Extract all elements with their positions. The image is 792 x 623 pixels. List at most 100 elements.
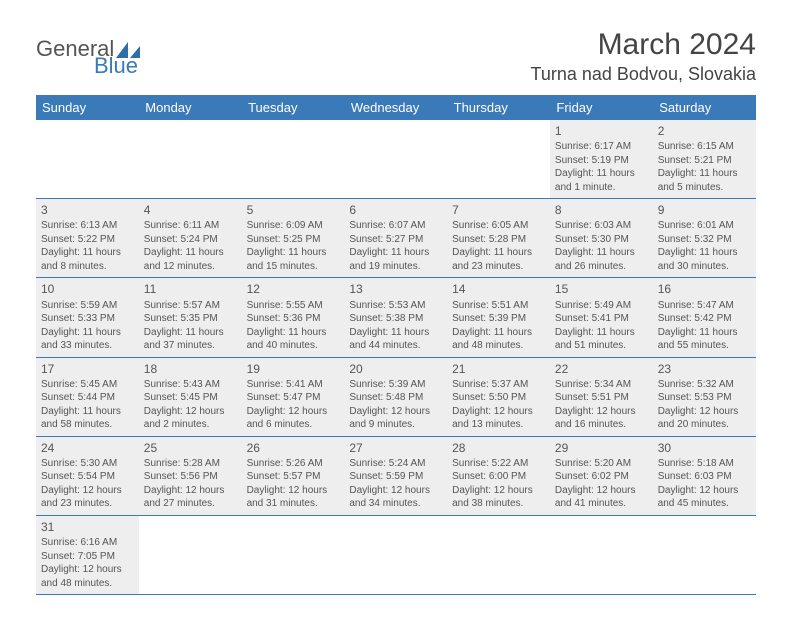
day-detail: Daylight: 11 hours <box>555 246 648 260</box>
day-detail: and 48 minutes. <box>41 577 134 591</box>
day-detail: Sunrise: 5:22 AM <box>452 457 545 471</box>
day-cell: 18Sunrise: 5:43 AMSunset: 5:45 PMDayligh… <box>139 357 242 436</box>
day-cell <box>242 120 345 199</box>
day-detail: Sunset: 5:21 PM <box>658 154 751 168</box>
day-cell: 17Sunrise: 5:45 AMSunset: 5:44 PMDayligh… <box>36 357 139 436</box>
day-detail: Sunset: 5:32 PM <box>658 233 751 247</box>
day-detail: and 45 minutes. <box>658 497 751 511</box>
day-detail: Daylight: 12 hours <box>349 484 442 498</box>
day-detail: Sunrise: 6:01 AM <box>658 219 751 233</box>
day-header: Tuesday <box>242 95 345 120</box>
day-number: 21 <box>452 361 545 377</box>
day-detail: Sunset: 5:30 PM <box>555 233 648 247</box>
day-detail: Sunset: 5:33 PM <box>41 312 134 326</box>
day-detail: Sunrise: 5:34 AM <box>555 378 648 392</box>
day-number: 19 <box>247 361 340 377</box>
day-detail: Sunrise: 5:45 AM <box>41 378 134 392</box>
day-number: 5 <box>247 202 340 218</box>
week-row: 17Sunrise: 5:45 AMSunset: 5:44 PMDayligh… <box>36 357 756 436</box>
calendar-head: SundayMondayTuesdayWednesdayThursdayFrid… <box>36 95 756 120</box>
day-detail: Daylight: 11 hours <box>247 246 340 260</box>
day-detail: Sunrise: 5:55 AM <box>247 299 340 313</box>
day-cell: 14Sunrise: 5:51 AMSunset: 5:39 PMDayligh… <box>447 278 550 357</box>
day-cell: 21Sunrise: 5:37 AMSunset: 5:50 PMDayligh… <box>447 357 550 436</box>
day-detail: Sunrise: 6:16 AM <box>41 536 134 550</box>
day-detail: Daylight: 12 hours <box>658 405 751 419</box>
day-number: 14 <box>452 281 545 297</box>
day-detail: and 20 minutes. <box>658 418 751 432</box>
day-detail: and 23 minutes. <box>452 260 545 274</box>
day-detail: Daylight: 11 hours <box>144 246 237 260</box>
day-cell <box>139 120 242 199</box>
day-detail: and 13 minutes. <box>452 418 545 432</box>
day-detail: Sunrise: 5:32 AM <box>658 378 751 392</box>
day-header: Monday <box>139 95 242 120</box>
day-cell <box>36 120 139 199</box>
day-detail: Sunrise: 5:24 AM <box>349 457 442 471</box>
day-number: 16 <box>658 281 751 297</box>
day-detail: Daylight: 11 hours <box>452 326 545 340</box>
day-cell: 23Sunrise: 5:32 AMSunset: 5:53 PMDayligh… <box>653 357 756 436</box>
day-detail: Daylight: 11 hours <box>555 167 648 181</box>
day-detail: Sunset: 5:41 PM <box>555 312 648 326</box>
day-detail: Sunrise: 5:18 AM <box>658 457 751 471</box>
day-detail: Daylight: 12 hours <box>41 484 134 498</box>
day-detail: Sunrise: 5:28 AM <box>144 457 237 471</box>
day-detail: Sunrise: 5:39 AM <box>349 378 442 392</box>
day-header: Friday <box>550 95 653 120</box>
day-detail: Sunset: 5:38 PM <box>349 312 442 326</box>
day-detail: and 2 minutes. <box>144 418 237 432</box>
day-cell: 24Sunrise: 5:30 AMSunset: 5:54 PMDayligh… <box>36 436 139 515</box>
day-detail: and 26 minutes. <box>555 260 648 274</box>
day-detail: Sunrise: 5:53 AM <box>349 299 442 313</box>
week-row: 24Sunrise: 5:30 AMSunset: 5:54 PMDayligh… <box>36 436 756 515</box>
day-cell: 11Sunrise: 5:57 AMSunset: 5:35 PMDayligh… <box>139 278 242 357</box>
day-cell: 4Sunrise: 6:11 AMSunset: 5:24 PMDaylight… <box>139 199 242 278</box>
day-detail: Sunset: 5:56 PM <box>144 470 237 484</box>
day-detail: Daylight: 11 hours <box>555 326 648 340</box>
day-detail: and 16 minutes. <box>555 418 648 432</box>
day-detail: Sunset: 6:03 PM <box>658 470 751 484</box>
day-detail: and 44 minutes. <box>349 339 442 353</box>
day-detail: Sunrise: 5:26 AM <box>247 457 340 471</box>
day-detail: Daylight: 12 hours <box>349 405 442 419</box>
day-detail: Sunrise: 5:51 AM <box>452 299 545 313</box>
day-detail: Sunset: 5:27 PM <box>349 233 442 247</box>
day-number: 7 <box>452 202 545 218</box>
day-number: 8 <box>555 202 648 218</box>
day-detail: Daylight: 11 hours <box>349 326 442 340</box>
day-detail: Sunrise: 6:17 AM <box>555 140 648 154</box>
day-detail: and 27 minutes. <box>144 497 237 511</box>
day-detail: and 34 minutes. <box>349 497 442 511</box>
day-detail: Sunrise: 5:37 AM <box>452 378 545 392</box>
day-cell: 25Sunrise: 5:28 AMSunset: 5:56 PMDayligh… <box>139 436 242 515</box>
day-detail: Sunrise: 6:15 AM <box>658 140 751 154</box>
day-detail: Daylight: 12 hours <box>144 484 237 498</box>
day-detail: Sunset: 5:57 PM <box>247 470 340 484</box>
day-detail: Daylight: 12 hours <box>555 405 648 419</box>
day-cell: 22Sunrise: 5:34 AMSunset: 5:51 PMDayligh… <box>550 357 653 436</box>
day-number: 4 <box>144 202 237 218</box>
day-detail: and 55 minutes. <box>658 339 751 353</box>
day-cell: 3Sunrise: 6:13 AMSunset: 5:22 PMDaylight… <box>36 199 139 278</box>
day-cell <box>447 120 550 199</box>
day-detail: and 1 minute. <box>555 181 648 195</box>
day-detail: Sunrise: 5:59 AM <box>41 299 134 313</box>
day-cell: 1Sunrise: 6:17 AMSunset: 5:19 PMDaylight… <box>550 120 653 199</box>
day-detail: and 23 minutes. <box>41 497 134 511</box>
day-detail: Sunset: 6:00 PM <box>452 470 545 484</box>
day-detail: Daylight: 12 hours <box>555 484 648 498</box>
day-header: Thursday <box>447 95 550 120</box>
day-cell <box>344 120 447 199</box>
day-number: 29 <box>555 440 648 456</box>
day-detail: Sunset: 5:24 PM <box>144 233 237 247</box>
day-number: 27 <box>349 440 442 456</box>
day-cell: 7Sunrise: 6:05 AMSunset: 5:28 PMDaylight… <box>447 199 550 278</box>
day-detail: and 48 minutes. <box>452 339 545 353</box>
day-detail: Daylight: 11 hours <box>41 405 134 419</box>
day-detail: Sunrise: 6:07 AM <box>349 219 442 233</box>
day-detail: and 51 minutes. <box>555 339 648 353</box>
day-detail: Sunset: 5:25 PM <box>247 233 340 247</box>
day-detail: Sunset: 5:50 PM <box>452 391 545 405</box>
day-number: 18 <box>144 361 237 377</box>
